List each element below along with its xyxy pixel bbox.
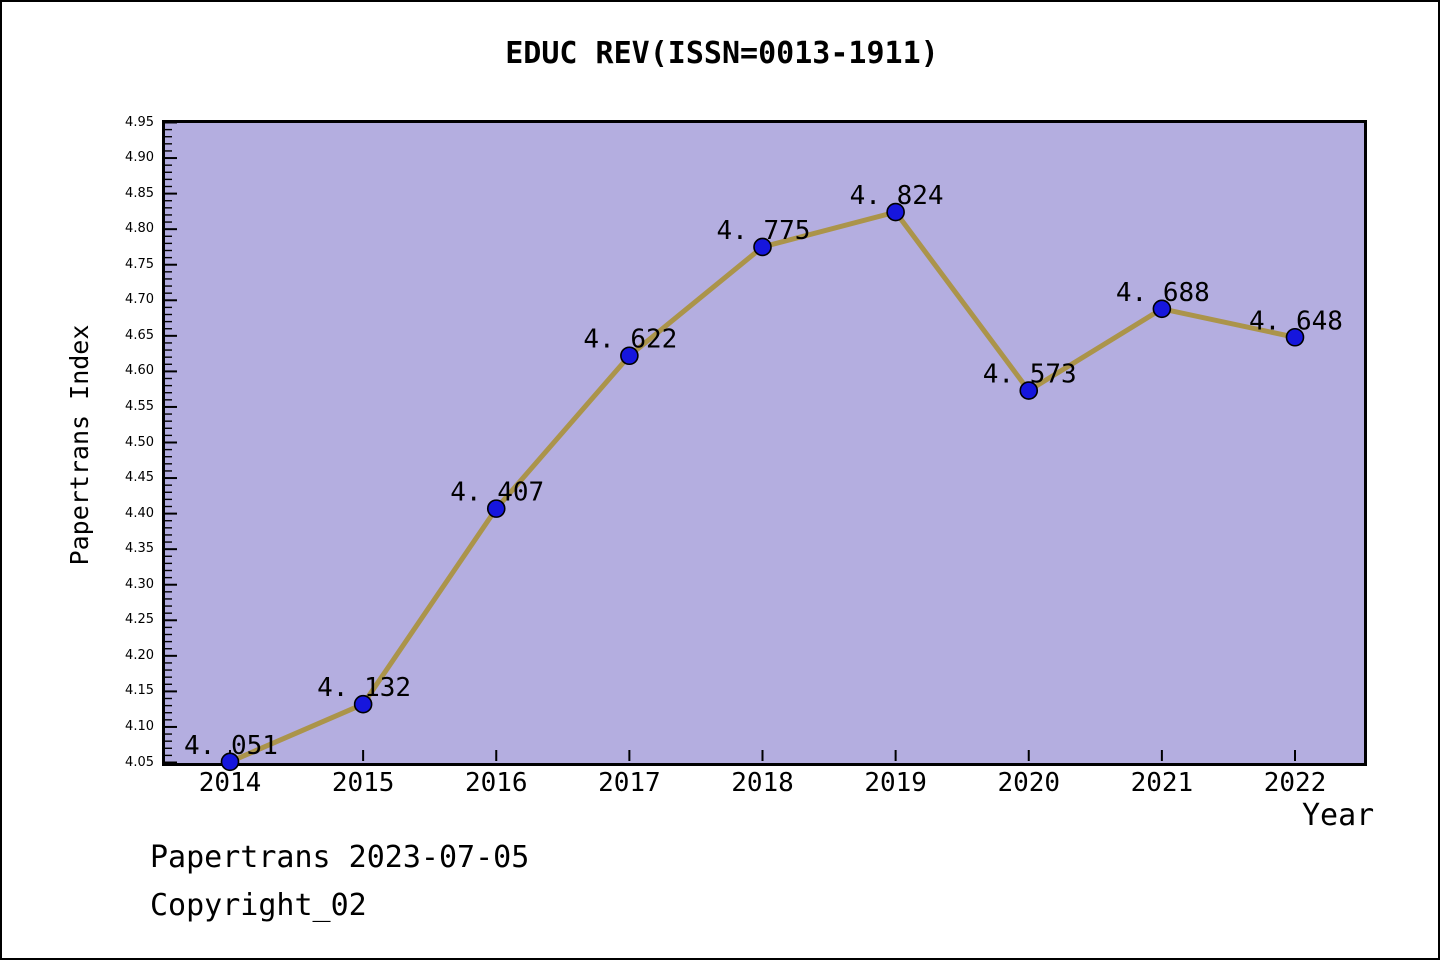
y-tick-label: 4.60 <box>125 363 154 379</box>
x-tick-label: 2017 <box>598 768 661 798</box>
y-tick-label: 4.15 <box>125 683 154 699</box>
x-tick-label: 2014 <box>198 768 262 798</box>
y-tick-label: 4.65 <box>125 327 154 343</box>
x-tick-label: 2021 <box>1130 768 1194 798</box>
y-axis-label: Papertrans Index <box>65 324 94 566</box>
y-tick-label: 4.95 <box>125 114 154 130</box>
y-tick-label: 4.55 <box>125 398 154 414</box>
x-tick-label: 2022 <box>1263 768 1327 798</box>
y-tick-label: 4.05 <box>125 754 154 770</box>
y-tick-label: 4.90 <box>125 150 154 166</box>
y-tick-label: 4.20 <box>125 647 154 663</box>
x-tick-label: 2015 <box>331 768 395 798</box>
x-tick-label: 2018 <box>731 768 794 798</box>
x-axis-label: Year <box>1302 798 1375 833</box>
y-tick-label: 4.75 <box>125 256 154 272</box>
y-tick-label: 4.85 <box>125 185 154 201</box>
plot-area <box>162 120 1367 766</box>
y-tick-label: 4.45 <box>125 470 154 486</box>
y-tick-label: 4.40 <box>125 505 154 521</box>
x-tick-label: 2019 <box>864 768 927 798</box>
chart-title: EDUC REV(ISSN=0013-1911) <box>505 36 939 71</box>
y-tick-label: 4.30 <box>125 576 154 592</box>
y-tick-label: 4.10 <box>125 718 154 734</box>
y-tick-label: 4.50 <box>125 434 154 450</box>
y-tick-label: 4.25 <box>125 612 154 628</box>
y-tick-label: 4.35 <box>125 541 154 557</box>
y-tick-label: 4.70 <box>125 292 154 308</box>
footer-copyright-text: Copyright_02 <box>150 888 367 923</box>
x-tick-label: 2016 <box>464 768 528 798</box>
x-tick-label: 2020 <box>997 768 1061 798</box>
footer-date-text: Papertrans 2023-07-05 <box>150 840 530 875</box>
y-tick-label: 4.80 <box>125 221 154 237</box>
